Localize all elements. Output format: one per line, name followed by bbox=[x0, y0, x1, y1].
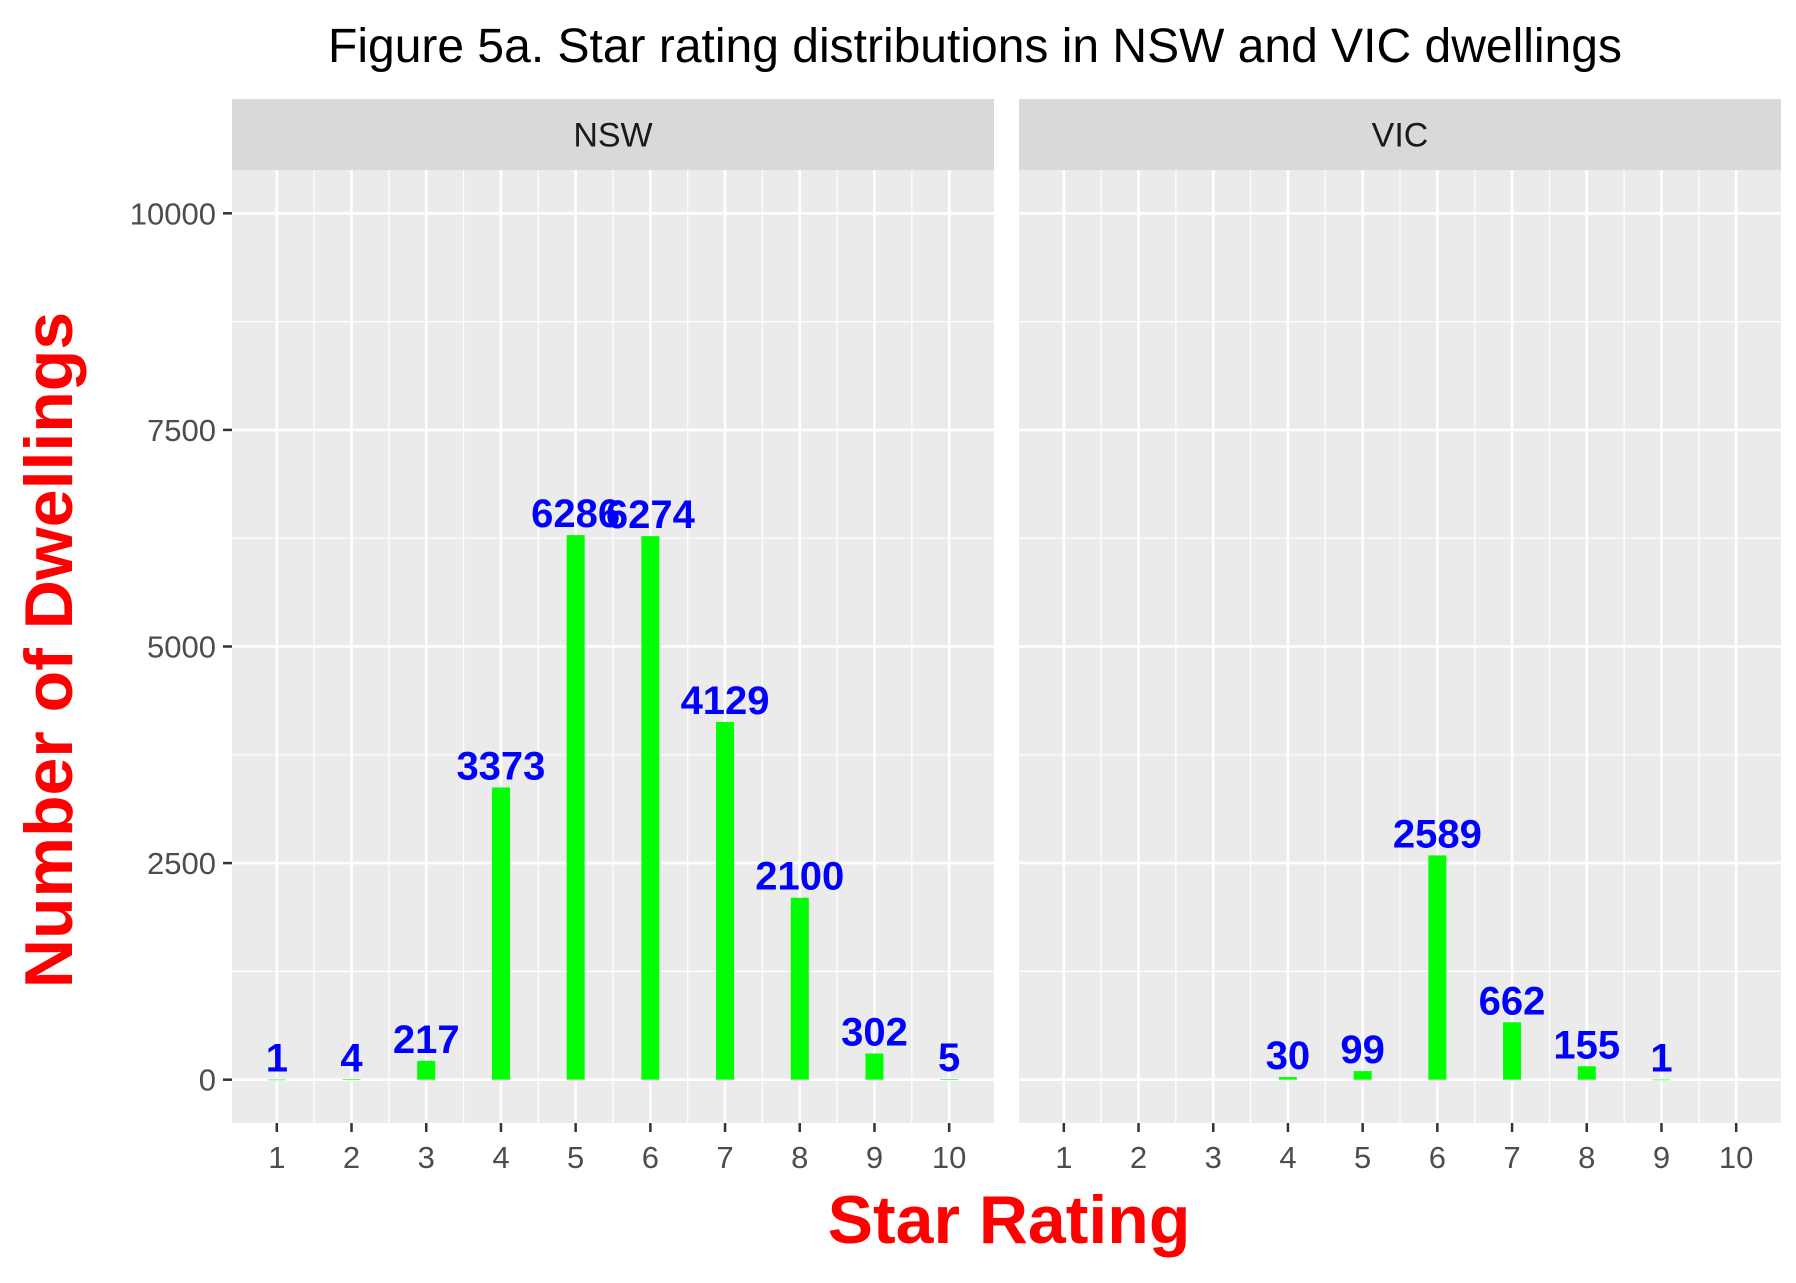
x-tick-label: 6 bbox=[642, 1140, 659, 1175]
bar bbox=[491, 787, 510, 1080]
data-label: 2100 bbox=[755, 855, 844, 899]
facet-strip-label: NSW bbox=[573, 117, 652, 155]
x-tick-label: 8 bbox=[791, 1140, 808, 1175]
bar bbox=[267, 1079, 286, 1081]
y-axis-title: Number of Dwellings bbox=[11, 312, 87, 988]
bar bbox=[1278, 1077, 1297, 1080]
bar bbox=[865, 1053, 884, 1080]
x-tick-label: 5 bbox=[1354, 1140, 1371, 1175]
x-tick-label: 10 bbox=[1719, 1140, 1753, 1175]
x-tick-label: 7 bbox=[716, 1140, 733, 1175]
x-tick-label: 5 bbox=[567, 1140, 584, 1175]
data-label: 2589 bbox=[1393, 812, 1482, 856]
x-tick-label: 4 bbox=[1279, 1140, 1296, 1175]
bar bbox=[566, 535, 585, 1080]
data-label: 5 bbox=[938, 1036, 960, 1080]
data-label: 6274 bbox=[606, 493, 696, 537]
y-tick-label: 2500 bbox=[147, 846, 216, 881]
x-tick-label: 9 bbox=[1653, 1140, 1670, 1175]
x-tick-label: 3 bbox=[418, 1140, 435, 1175]
data-label: 1 bbox=[266, 1037, 288, 1081]
data-label: 302 bbox=[841, 1011, 908, 1055]
y-tick-label: 7500 bbox=[147, 413, 216, 448]
x-tick-label: 8 bbox=[1578, 1140, 1595, 1175]
bar bbox=[1577, 1066, 1596, 1080]
data-label: 155 bbox=[1553, 1023, 1620, 1067]
data-label: 1 bbox=[1650, 1037, 1672, 1081]
bar bbox=[1428, 855, 1447, 1080]
y-tick-label: 5000 bbox=[147, 630, 216, 665]
x-tick-label: 2 bbox=[1130, 1140, 1147, 1175]
x-tick-label: 4 bbox=[492, 1140, 509, 1175]
y-axis: 0 2500 5000 7500 10000 bbox=[130, 196, 232, 1098]
bar bbox=[1652, 1079, 1671, 1081]
x-tick-label: 2 bbox=[343, 1140, 360, 1175]
bar bbox=[790, 897, 809, 1080]
x-tick-label: 1 bbox=[1055, 1140, 1072, 1175]
data-label: 99 bbox=[1340, 1028, 1385, 1072]
x-axis-title: Star Rating bbox=[828, 1182, 1191, 1258]
data-label: 4 bbox=[340, 1036, 363, 1080]
bar bbox=[716, 721, 735, 1080]
data-label: 6286 bbox=[531, 492, 620, 536]
x-tick-label: 9 bbox=[866, 1140, 883, 1175]
data-label: 662 bbox=[1479, 979, 1546, 1023]
y-tick-label: 0 bbox=[199, 1063, 216, 1098]
x-tick-label: 3 bbox=[1205, 1140, 1222, 1175]
bar bbox=[940, 1079, 959, 1080]
x-tick-label: 10 bbox=[932, 1140, 966, 1175]
y-tick-label: 10000 bbox=[130, 196, 216, 231]
bar bbox=[417, 1060, 436, 1080]
x-tick-label: 1 bbox=[268, 1140, 285, 1175]
bar bbox=[641, 536, 660, 1080]
data-label: 217 bbox=[393, 1018, 460, 1062]
data-label: 3373 bbox=[456, 744, 545, 788]
data-label: 30 bbox=[1266, 1034, 1311, 1078]
x-tick-label: 7 bbox=[1503, 1140, 1520, 1175]
facet-strip-label: VIC bbox=[1372, 117, 1429, 155]
chart-title: Figure 5a. Star rating distributions in … bbox=[328, 20, 1622, 73]
facet-strip bbox=[1019, 99, 1781, 170]
bar bbox=[1503, 1022, 1522, 1080]
bar bbox=[342, 1079, 361, 1080]
x-tick-label: 6 bbox=[1429, 1140, 1446, 1175]
data-label: 4129 bbox=[681, 679, 770, 723]
facet-strip bbox=[232, 99, 994, 170]
bar bbox=[1353, 1071, 1372, 1080]
